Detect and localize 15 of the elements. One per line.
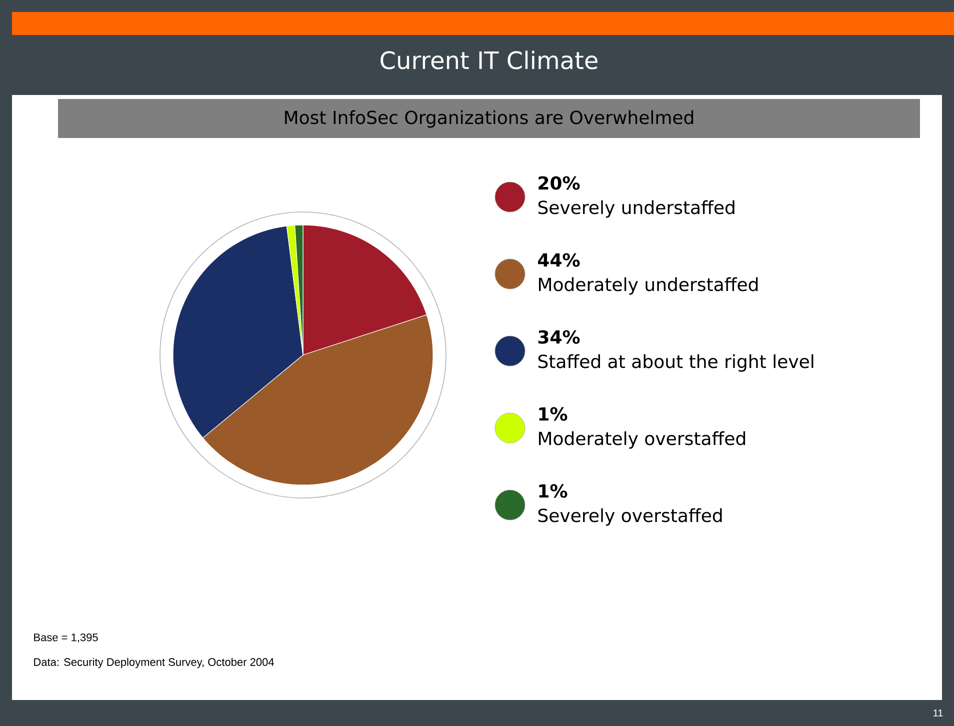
chart-subtitle: Most InfoSec Organizations are Overwhelmed: [285, 110, 694, 128]
data-label: 1%: [539, 484, 568, 498]
text: Base = 1,395: [34, 633, 98, 643]
legend-label: Severely understaffed: [538, 200, 734, 218]
text: Data: Security Deployment Survey, October 2004: [34, 658, 274, 668]
data-label: 44%: [538, 253, 580, 267]
text: 11: [934, 710, 943, 716]
legend-label: Staffed at about the right level: [538, 354, 814, 372]
data-label: 1%: [539, 407, 568, 421]
data-label: 34%: [538, 330, 580, 344]
data-label: 20%: [538, 176, 580, 190]
legend-label: Severely overstaffed: [538, 508, 722, 526]
chart-title: Current IT Climate: [380, 50, 598, 70]
legend-label: Moderately overstaffed: [538, 431, 746, 449]
legend-label: Moderately understaffed: [538, 277, 758, 295]
